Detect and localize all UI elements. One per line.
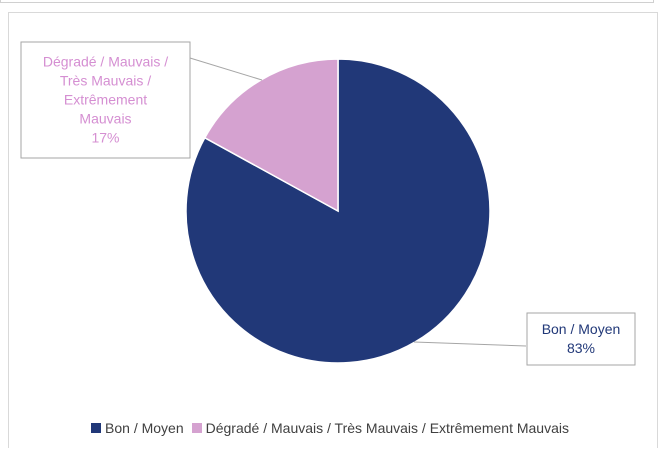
data-label-text: Mauvais [79, 111, 131, 127]
legend-label: Bon / Moyen [105, 420, 184, 436]
legend-swatch [191, 423, 202, 433]
data-label-text: 83% [567, 340, 595, 356]
leader-line-0 [413, 341, 527, 347]
leader-line-1 [189, 57, 263, 81]
data-label-text: Extrêmement [64, 92, 147, 108]
legend-swatch [91, 423, 102, 433]
pie-slice-1 [203, 58, 339, 213]
chart-area [8, 12, 658, 448]
data-label-text: Très Mauvais / [60, 73, 151, 89]
data-label-bon-moyen: Bon / Moyen 83% [526, 312, 636, 366]
legend: Bon / Moyen Dégradé / Mauvais / Très Mau… [0, 420, 660, 436]
previous-chart-edge [0, 0, 654, 3]
data-label-text: Bon / Moyen [542, 321, 621, 337]
legend-label: Dégradé / Mauvais / Très Mauvais / Extrê… [205, 420, 569, 436]
data-label-degrade: Dégradé / Mauvais / Très Mauvais / Extrême… [20, 41, 191, 159]
data-label-text: 17% [91, 130, 119, 146]
legend-item-bon-moyen: Bon / Moyen [91, 420, 184, 436]
data-label-text: Dégradé / Mauvais / [43, 54, 168, 70]
legend-item-degrade: Dégradé / Mauvais / Très Mauvais / Extrê… [191, 420, 569, 436]
data-label-box [526, 312, 636, 366]
data-label-box [20, 41, 191, 159]
